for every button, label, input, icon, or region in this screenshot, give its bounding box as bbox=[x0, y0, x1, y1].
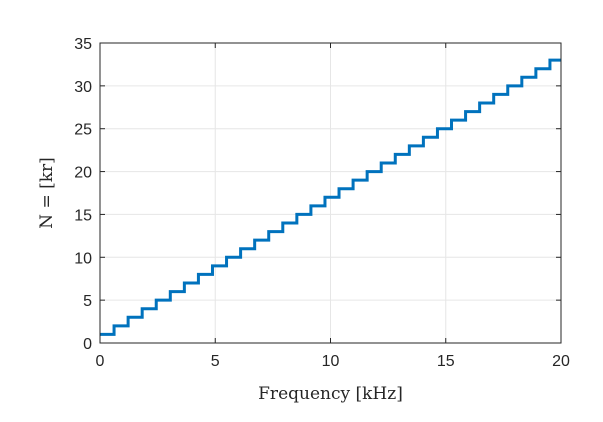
x-tick-label: 5 bbox=[211, 353, 220, 370]
y-tick-labels: 0 5 10 15 20 25 30 35 bbox=[74, 36, 92, 353]
y-axis-label: N = [kr] bbox=[37, 157, 57, 229]
y-tick-label: 15 bbox=[74, 207, 92, 224]
y-tick-label: 0 bbox=[83, 336, 92, 353]
series-layer bbox=[100, 58, 561, 336]
y-tick-label: 25 bbox=[74, 122, 92, 139]
y-tick-label: 30 bbox=[74, 79, 92, 96]
x-axis-label: Frequency [kHz] bbox=[258, 384, 403, 404]
x-tick-labels: 0 5 10 15 20 bbox=[96, 353, 570, 370]
y-tick-label: 20 bbox=[74, 165, 92, 182]
x-tick-label: 0 bbox=[96, 353, 105, 370]
y-tick-label: 35 bbox=[74, 36, 92, 53]
tick-marks bbox=[99, 42, 562, 344]
series-step-line bbox=[100, 58, 561, 336]
y-tick-label: 5 bbox=[83, 293, 92, 310]
x-tick-label: 20 bbox=[552, 353, 570, 370]
x-tick-label: 15 bbox=[437, 353, 455, 370]
x-tick-label: 10 bbox=[322, 353, 340, 370]
y-tick-label: 10 bbox=[74, 250, 92, 267]
